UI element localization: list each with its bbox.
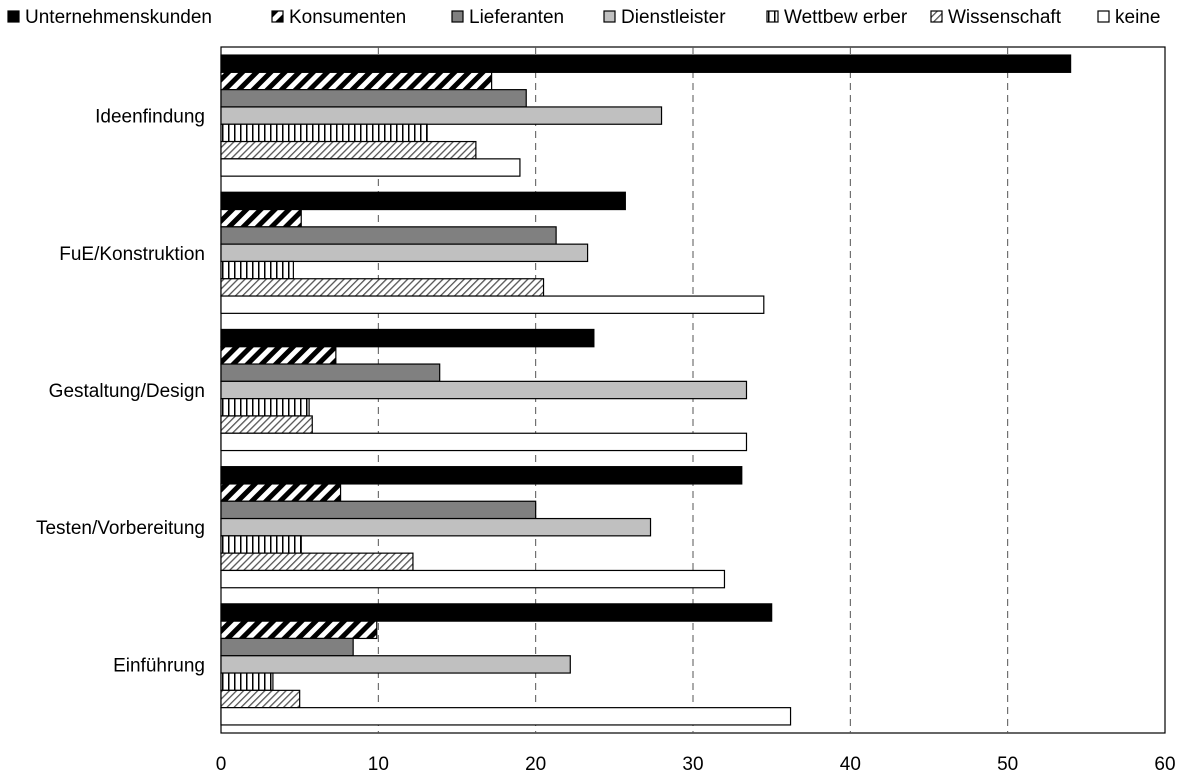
bar-lieferanten-testen-vorbereitung [220,500,537,520]
bar-lieferanten-ideenfindung [220,89,527,108]
category-label: Ideenfindung [95,107,205,128]
legend-label: Wettbew erber [784,7,908,28]
x-tick-label: 0 [216,754,227,775]
bar-dienstleister-testen-vorbereitung [220,517,652,537]
legend-swatch [1097,10,1110,23]
legend-swatch [930,10,943,23]
legend-item-lieferanten: Lieferanten [451,7,564,28]
bar-konsumenten-gestaltung-design [220,346,337,365]
x-tick-label: 30 [682,754,703,775]
bar-wissenschaft-einfuehrung [220,689,301,709]
legend-label: Lieferanten [469,7,564,28]
legend-swatch [451,10,464,23]
bar-wissenschaft-fue-konstruktion [220,278,545,297]
legend-label: Konsumenten [289,7,406,28]
bar-konsumenten-einfuehrung [220,620,378,640]
legend-label: Dienstleister [621,7,726,28]
bar-wettbew-erber-gestaltung-design [220,398,310,417]
bar-lieferanten-gestaltung-design [220,363,441,382]
legend-label: Unternehmenskunden [25,7,212,28]
bar-unternehmenskunden-ideenfindung [220,54,1072,73]
x-tick-label: 40 [840,754,861,775]
legend-item-unternehmenskunden: Unternehmenskunden [7,7,212,28]
bar-keine-einfuehrung [220,707,792,726]
bar-wissenschaft-gestaltung-design [220,415,313,434]
legend-item-konsumenten: Konsumenten [271,7,406,28]
bar-dienstleister-einfuehrung [220,655,571,674]
bar-wettbew-erber-einfuehrung [220,672,274,691]
category-label: Gestaltung/Design [49,381,205,402]
x-tick-label: 60 [1154,754,1175,775]
legend-swatch [271,10,284,23]
category-label: FuE/Konstruktion [59,244,205,265]
bar-unternehmenskunden-fue-konstruktion [220,191,626,211]
x-tick-label: 10 [368,754,389,775]
legend-swatch [766,10,779,23]
bar-unternehmenskunden-gestaltung-design [220,328,595,348]
bar-lieferanten-einfuehrung [220,637,354,657]
legend-label: keine [1115,7,1160,28]
bar-wettbew-erber-fue-konstruktion [220,260,294,280]
x-axis-ticks: 0 10 20 30 40 50 60 [216,754,1176,775]
bar-konsumenten-ideenfindung [220,71,493,91]
bar-wissenschaft-testen-vorbereitung [220,552,414,572]
bar-keine-fue-konstruktion [220,295,765,314]
bar-lieferanten-fue-konstruktion [220,226,557,245]
legend-label: Wissenschaft [948,7,1062,28]
bar-konsumenten-testen-vorbereitung [220,483,342,502]
category-label: Einführung [113,655,205,676]
legend-item-keine: keine [1097,7,1160,28]
bar-konsumenten-fue-konstruktion [220,208,302,228]
bar-dienstleister-gestaltung-design [220,380,748,400]
legend: Unternehmenskunden Konsumenten Lieferanten… [7,7,1160,28]
bar-wettbew-erber-ideenfindung [220,123,428,143]
x-tick-label: 20 [525,754,546,775]
bar-dienstleister-fue-konstruktion [220,243,589,263]
bar-wissenschaft-ideenfindung [220,140,477,160]
legend-item-wissenschaft: Wissenschaft [930,7,1062,28]
legend-swatch [7,10,20,23]
category-labels: Ideenfindung FuE/Konstruktion Gestaltung/D… [36,107,205,677]
legend-swatch [603,10,616,23]
bar-unternehmenskunden-testen-vorbereitung [220,466,743,485]
plot-area [220,46,1166,734]
bars [220,54,1072,726]
legend-item-wettbew-erber: Wettbew erber [766,7,908,28]
bar-unternehmenskunden-einfuehrung [220,603,773,622]
bar-keine-gestaltung-design [220,432,748,452]
legend-item-dienstleister: Dienstleister [603,7,726,28]
bar-keine-testen-vorbereitung [220,569,726,589]
bar-wettbew-erber-testen-vorbereitung [220,535,302,554]
x-tick-label: 50 [997,754,1018,775]
category-label: Testen/Vorbereitung [36,518,205,539]
bar-keine-ideenfindung [220,158,521,177]
bar-dienstleister-ideenfindung [220,106,663,125]
